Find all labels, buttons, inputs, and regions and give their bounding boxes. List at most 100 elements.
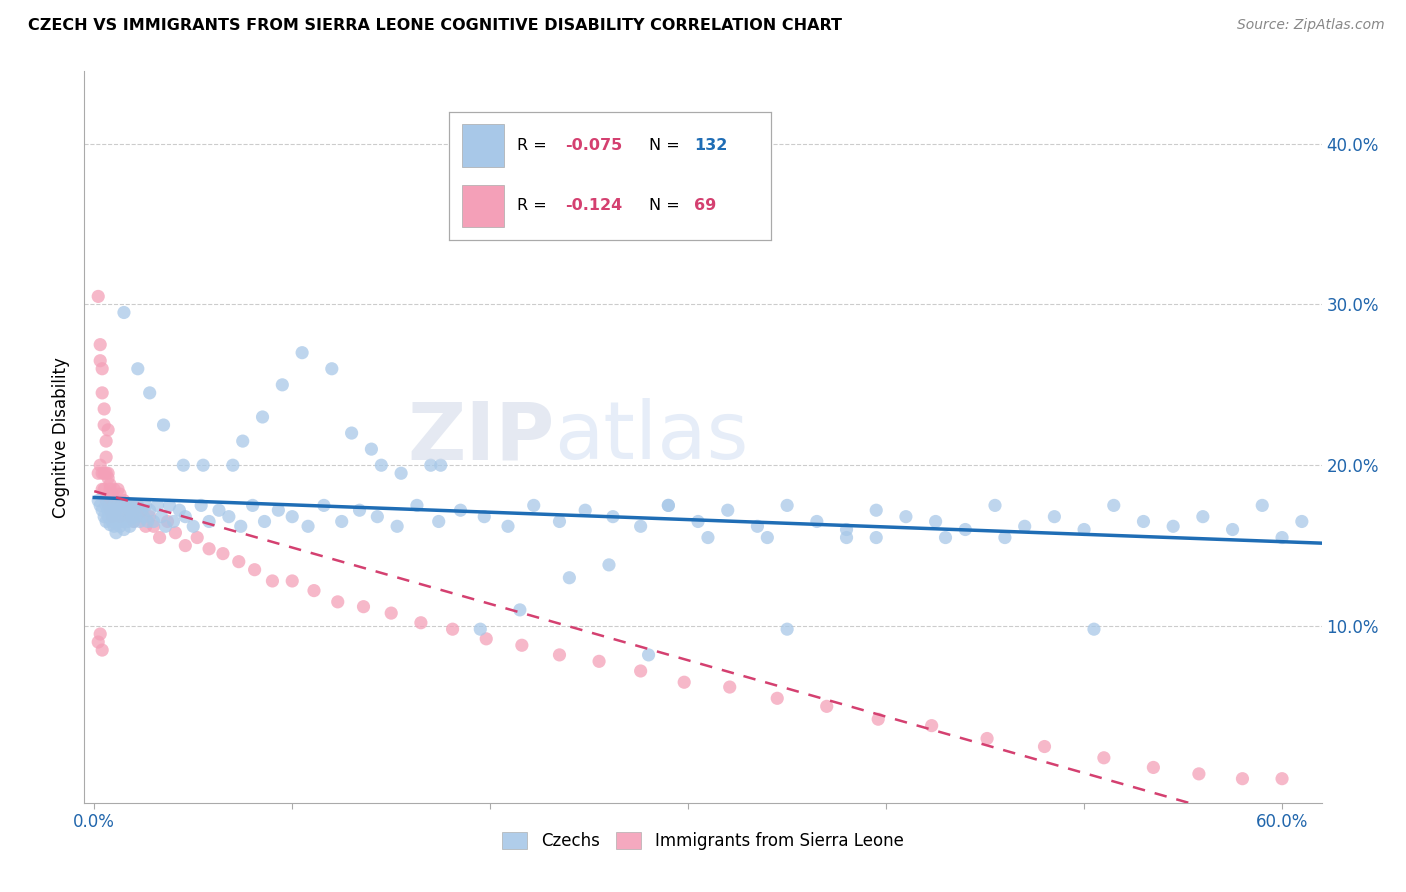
- Point: [776, 499, 799, 513]
- Point: [326, 595, 349, 609]
- Point: [89, 353, 111, 368]
- Point: [131, 503, 153, 517]
- Point: [127, 361, 149, 376]
- Point: [806, 515, 828, 529]
- Point: [150, 509, 173, 524]
- Point: [94, 493, 117, 508]
- Point: [87, 289, 110, 303]
- Point: [108, 503, 131, 517]
- Point: [271, 377, 294, 392]
- Point: [360, 442, 382, 457]
- Point: [370, 458, 392, 473]
- Point: [835, 531, 858, 545]
- Legend: Czechs, Immigrants from Sierra Leone: Czechs, Immigrants from Sierra Leone: [496, 825, 910, 856]
- Point: [174, 539, 197, 553]
- Point: [118, 509, 141, 524]
- Point: [121, 509, 143, 524]
- Point: [118, 503, 141, 517]
- Point: [138, 509, 160, 524]
- Point: [94, 434, 117, 449]
- Point: [208, 503, 231, 517]
- Point: [984, 499, 1007, 513]
- Point: [112, 493, 135, 508]
- Point: [101, 509, 124, 524]
- Point: [686, 515, 709, 529]
- Point: [349, 503, 371, 517]
- Point: [291, 345, 314, 359]
- Point: [91, 483, 114, 497]
- Point: [717, 503, 740, 517]
- Point: [91, 503, 114, 517]
- Point: [87, 467, 110, 481]
- Text: Source: ZipAtlas.com: Source: ZipAtlas.com: [1237, 18, 1385, 32]
- Point: [121, 503, 143, 517]
- Point: [162, 515, 184, 529]
- Point: [131, 503, 153, 517]
- Point: [868, 712, 890, 726]
- Point: [89, 337, 111, 351]
- Point: [470, 622, 492, 636]
- Point: [97, 499, 120, 513]
- Point: [1192, 509, 1215, 524]
- Point: [955, 523, 977, 537]
- Point: [112, 305, 135, 319]
- Point: [135, 519, 157, 533]
- Point: [91, 385, 114, 400]
- Point: [232, 434, 254, 449]
- Point: [281, 574, 304, 588]
- Point: [103, 519, 125, 533]
- Point: [548, 515, 571, 529]
- Point: [91, 643, 114, 657]
- Point: [149, 531, 172, 545]
- Point: [218, 509, 240, 524]
- Point: [186, 531, 208, 545]
- Point: [1102, 499, 1125, 513]
- Point: [1033, 739, 1056, 754]
- Point: [406, 499, 429, 513]
- Point: [509, 603, 531, 617]
- Point: [657, 499, 679, 513]
- Point: [243, 563, 266, 577]
- Point: [921, 718, 943, 732]
- Point: [496, 519, 519, 533]
- Point: [340, 425, 363, 440]
- Point: [353, 599, 375, 614]
- Point: [657, 499, 679, 513]
- Point: [1271, 531, 1294, 545]
- Point: [385, 519, 408, 533]
- Point: [756, 531, 779, 545]
- Point: [103, 499, 125, 513]
- Point: [117, 499, 139, 513]
- Point: [98, 503, 121, 517]
- Point: [198, 541, 221, 556]
- Point: [91, 361, 114, 376]
- Point: [105, 525, 128, 540]
- Point: [330, 515, 353, 529]
- Point: [125, 509, 148, 524]
- Point: [198, 515, 221, 529]
- Point: [107, 515, 129, 529]
- Point: [105, 503, 128, 517]
- Point: [253, 515, 276, 529]
- Point: [156, 515, 179, 529]
- Point: [142, 519, 165, 533]
- Point: [558, 571, 581, 585]
- Point: [98, 517, 121, 532]
- Point: [598, 558, 620, 572]
- Point: [169, 503, 191, 517]
- Point: [1161, 519, 1184, 533]
- Point: [128, 515, 150, 529]
- Point: [94, 450, 117, 465]
- Point: [212, 547, 235, 561]
- Point: [835, 523, 858, 537]
- Point: [87, 493, 110, 508]
- Point: [1251, 499, 1274, 513]
- Point: [1014, 519, 1036, 533]
- Point: [523, 499, 546, 513]
- Text: CZECH VS IMMIGRANTS FROM SIERRA LEONE COGNITIVE DISABILITY CORRELATION CHART: CZECH VS IMMIGRANTS FROM SIERRA LEONE CO…: [28, 18, 842, 33]
- Point: [135, 499, 157, 513]
- Point: [136, 515, 159, 529]
- Point: [242, 499, 264, 513]
- Point: [865, 531, 887, 545]
- Point: [103, 509, 125, 524]
